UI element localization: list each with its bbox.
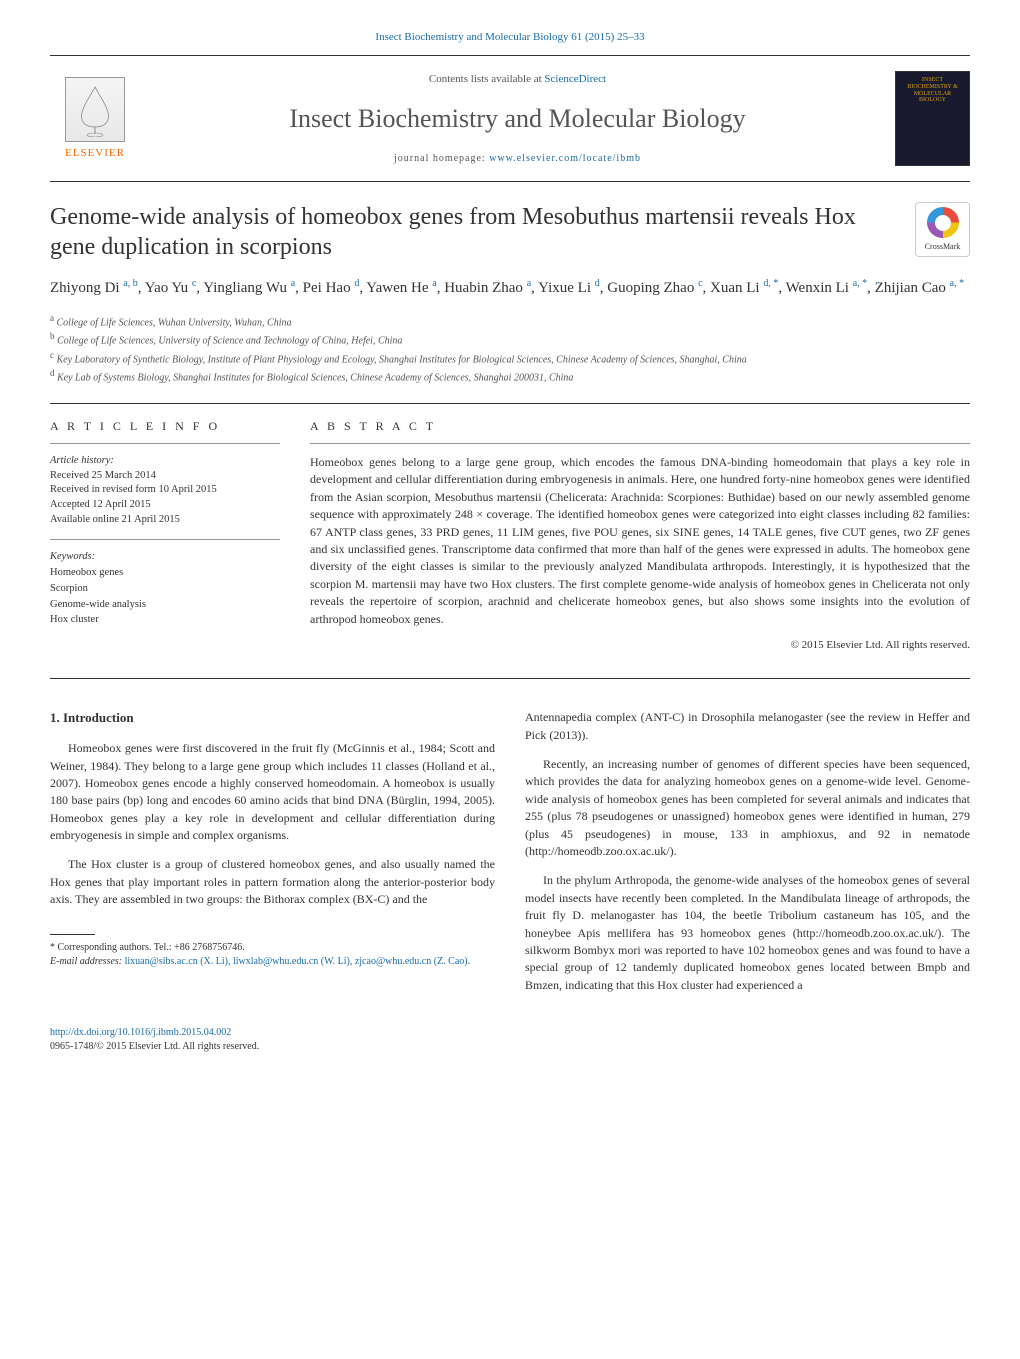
homepage-label: journal homepage: [394,153,489,164]
right-column: Antennapedia complex (ANT-C) in Drosophi… [525,709,970,1006]
journal-volume-pages: Insect Biochemistry and Molecular Biolog… [50,30,970,45]
main-body-columns: 1. Introduction Homeobox genes were firs… [50,709,970,1006]
intro-para-5: In the phylum Arthropoda, the genome-wid… [525,872,970,994]
header-center: Contents lists available at ScienceDirec… [140,72,895,166]
intro-para-3: Antennapedia complex (ANT-C) in Drosophi… [525,709,970,744]
affiliation-a: a College of Life Sciences, Wuhan Univer… [50,312,970,330]
email-addresses: E-mail addresses: lixuan@sibs.ac.cn (X. … [50,955,495,969]
affiliations-block: a College of Life Sciences, Wuhan Univer… [50,312,970,385]
intro-para-1: Homeobox genes were first discovered in … [50,740,495,844]
issn-copyright: 0965-1748/© 2015 Elsevier Ltd. All right… [50,1041,259,1052]
emails-label: E-mail addresses: [50,956,125,967]
author-list: Zhiyong Di a, b, Yao Yu c, Yingliang Wu … [50,276,970,300]
history-online: Available online 21 April 2015 [50,513,280,528]
journal-cover-thumbnail: INSECT BIOCHEMISTRY & MOLECULAR BIOLOGY [895,71,970,166]
info-divider-2 [50,539,280,540]
left-column: 1. Introduction Homeobox genes were firs… [50,709,495,1006]
contents-available-text: Contents lists available at [429,73,544,85]
keywords-block: Keywords: Homeobox genesScorpionGenome-w… [50,550,280,628]
journal-header-bar: ELSEVIER Contents lists available at Sci… [50,55,970,182]
affiliation-c: c Key Laboratory of Synthetic Biology, I… [50,349,970,367]
abstract-heading: A B S T R A C T [310,418,970,435]
introduction-heading: 1. Introduction [50,709,495,728]
section-divider [50,403,970,404]
sciencedirect-link[interactable]: ScienceDirect [544,73,606,85]
article-history-block: Article history: Received 25 March 2014 … [50,454,280,527]
abstract-column: A B S T R A C T Homeobox genes belong to… [310,418,970,653]
contents-available-line: Contents lists available at ScienceDirec… [155,72,880,87]
affiliation-d: d Key Lab of Systems Biology, Shanghai I… [50,367,970,385]
crossmark-label: CrossMark [925,241,961,252]
article-title: Genome-wide analysis of homeobox genes f… [50,202,900,262]
elsevier-logo: ELSEVIER [50,71,140,166]
crossmark-icon [927,207,959,238]
doi-link[interactable]: http://dx.doi.org/10.1016/j.ibmb.2015.04… [50,1027,231,1038]
corresponding-authors: * Corresponding authors. Tel.: +86 27687… [50,941,495,955]
info-abstract-row: A R T I C L E I N F O Article history: R… [50,418,970,653]
history-received: Received 25 March 2014 [50,469,280,484]
emails-text[interactable]: lixuan@sibs.ac.cn (X. Li), liwxlab@whu.e… [125,956,471,967]
history-label: Article history: [50,454,280,469]
affiliation-b: b College of Life Sciences, University o… [50,330,970,348]
keywords-list: Homeobox genesScorpionGenome-wide analys… [50,565,280,628]
intro-para-2: The Hox cluster is a group of clustered … [50,856,495,908]
intro-para-4: Recently, an increasing number of genome… [525,756,970,860]
homepage-link[interactable]: www.elsevier.com/locate/ibmb [489,153,641,164]
footnote-separator [50,934,95,935]
history-accepted: Accepted 12 April 2015 [50,498,280,513]
article-info-column: A R T I C L E I N F O Article history: R… [50,418,280,653]
bottom-metadata: http://dx.doi.org/10.1016/j.ibmb.2015.04… [50,1026,970,1054]
elsevier-wordmark: ELSEVIER [65,146,125,161]
abstract-copyright: © 2015 Elsevier Ltd. All rights reserved… [310,638,970,653]
history-revised: Received in revised form 10 April 2015 [50,483,280,498]
section-divider-2 [50,678,970,679]
footnotes-block: * Corresponding authors. Tel.: +86 27687… [50,941,495,969]
journal-homepage-line: journal homepage: www.elsevier.com/locat… [155,152,880,166]
abstract-divider [310,443,970,444]
keywords-label: Keywords: [50,550,280,565]
abstract-text: Homeobox genes belong to a large gene gr… [310,454,970,628]
journal-name: Insect Biochemistry and Molecular Biolog… [155,101,880,137]
crossmark-badge[interactable]: CrossMark [915,202,970,257]
article-info-heading: A R T I C L E I N F O [50,418,280,435]
title-row: Genome-wide analysis of homeobox genes f… [50,202,970,262]
info-divider [50,443,280,444]
elsevier-tree-icon [65,77,125,142]
